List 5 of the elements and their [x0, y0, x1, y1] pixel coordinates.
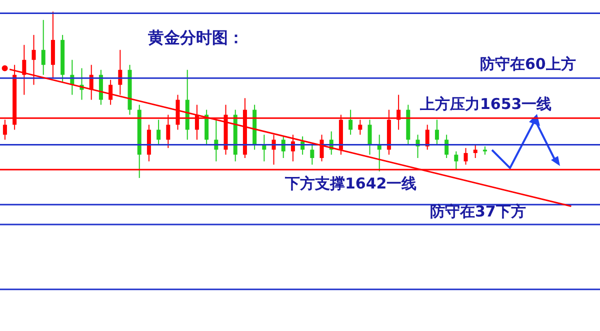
ref-line-label: 防守在37下方 [430, 202, 526, 221]
ref-line-label: 下方支撑1642一线 [284, 174, 417, 193]
ref-line-label: 上方压力1653一线 [419, 95, 552, 114]
text: 黄金分时图： [148, 28, 244, 49]
ref-line-label: 防守在60上方 [480, 55, 576, 74]
